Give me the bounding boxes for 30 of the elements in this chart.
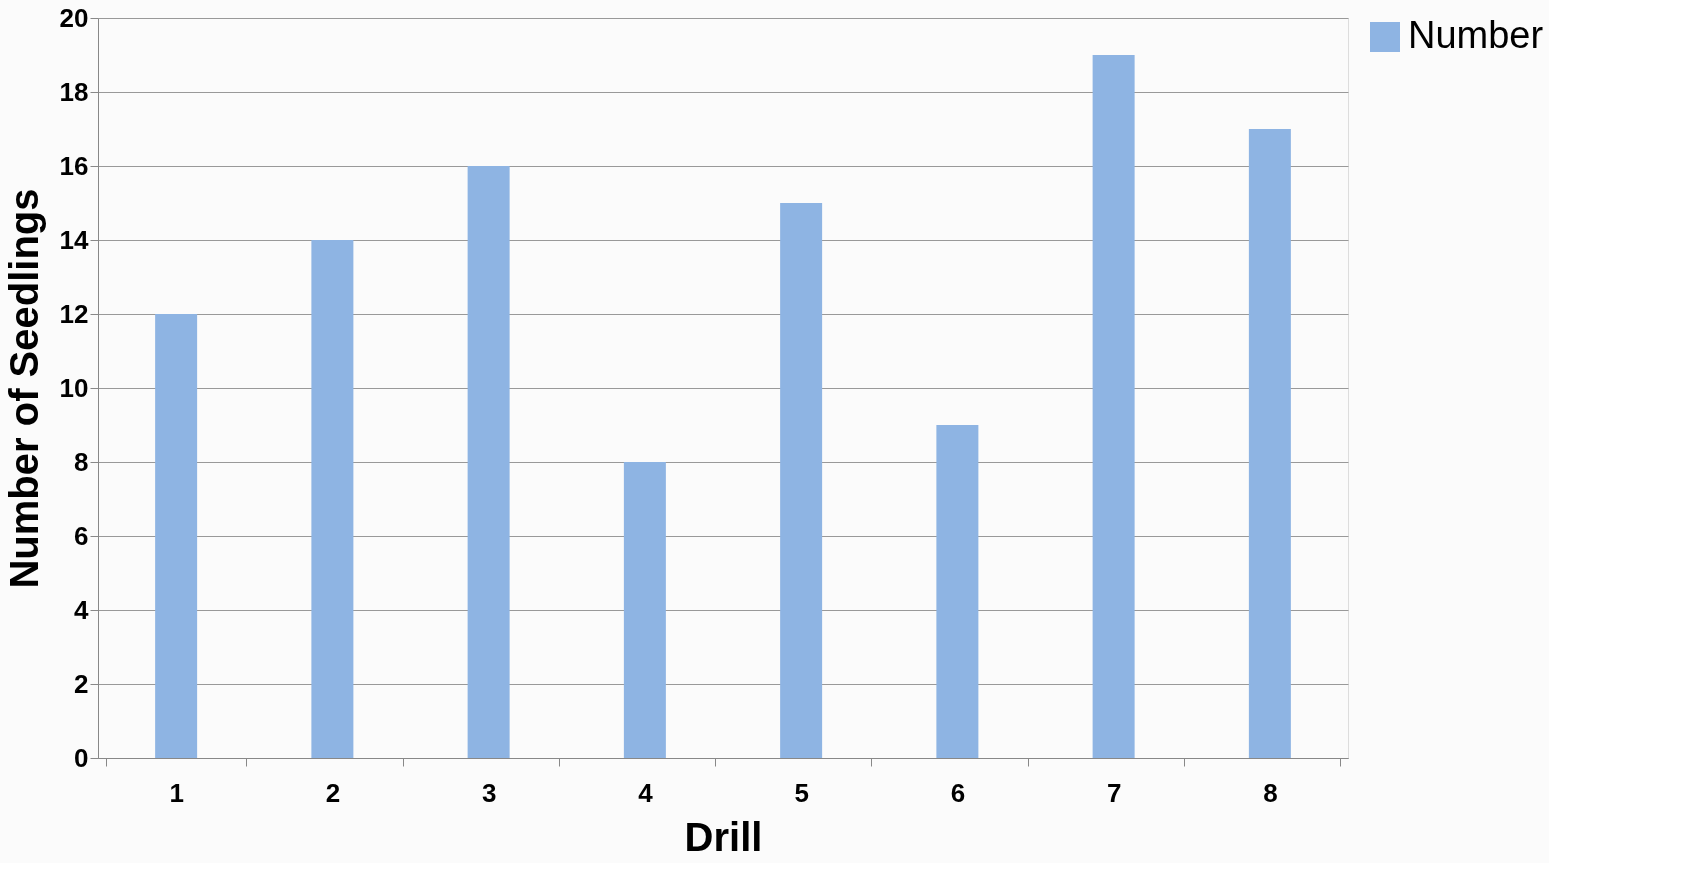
x-tick-label: 4 <box>638 777 654 808</box>
y-tick-label: 0 <box>74 742 89 773</box>
y-axis-title: Number of Seedlings <box>1 188 46 589</box>
x-tick-label: 7 <box>1106 777 1122 808</box>
x-tick-label: 3 <box>481 777 497 808</box>
bar <box>623 462 666 758</box>
y-tick-label: 12 <box>59 298 89 329</box>
bar <box>1092 55 1135 758</box>
x-tick-label: 6 <box>950 777 966 808</box>
x-tick-label: 8 <box>1263 777 1278 808</box>
x-tick-label: 1 <box>169 777 184 808</box>
bar <box>155 314 198 758</box>
bar <box>467 166 510 758</box>
y-tick-label: 8 <box>74 446 89 477</box>
bar <box>780 203 823 758</box>
y-tick-label: 6 <box>74 520 89 551</box>
x-axis-title: Drill <box>684 814 763 859</box>
y-tick-label: 2 <box>74 668 89 699</box>
y-tick-label: 18 <box>59 76 89 107</box>
y-tick-label: 4 <box>74 594 90 625</box>
y-tick-label: 14 <box>59 224 90 255</box>
y-tick-label: 10 <box>59 372 89 403</box>
legend-label: Number <box>1408 14 1544 56</box>
bar <box>936 425 979 758</box>
y-tick-label: 20 <box>59 2 89 33</box>
x-tick-label: 2 <box>325 777 341 808</box>
bar <box>1248 129 1291 758</box>
bar <box>311 240 354 758</box>
x-tick-label: 5 <box>794 777 809 808</box>
y-tick-label: 16 <box>59 150 89 181</box>
